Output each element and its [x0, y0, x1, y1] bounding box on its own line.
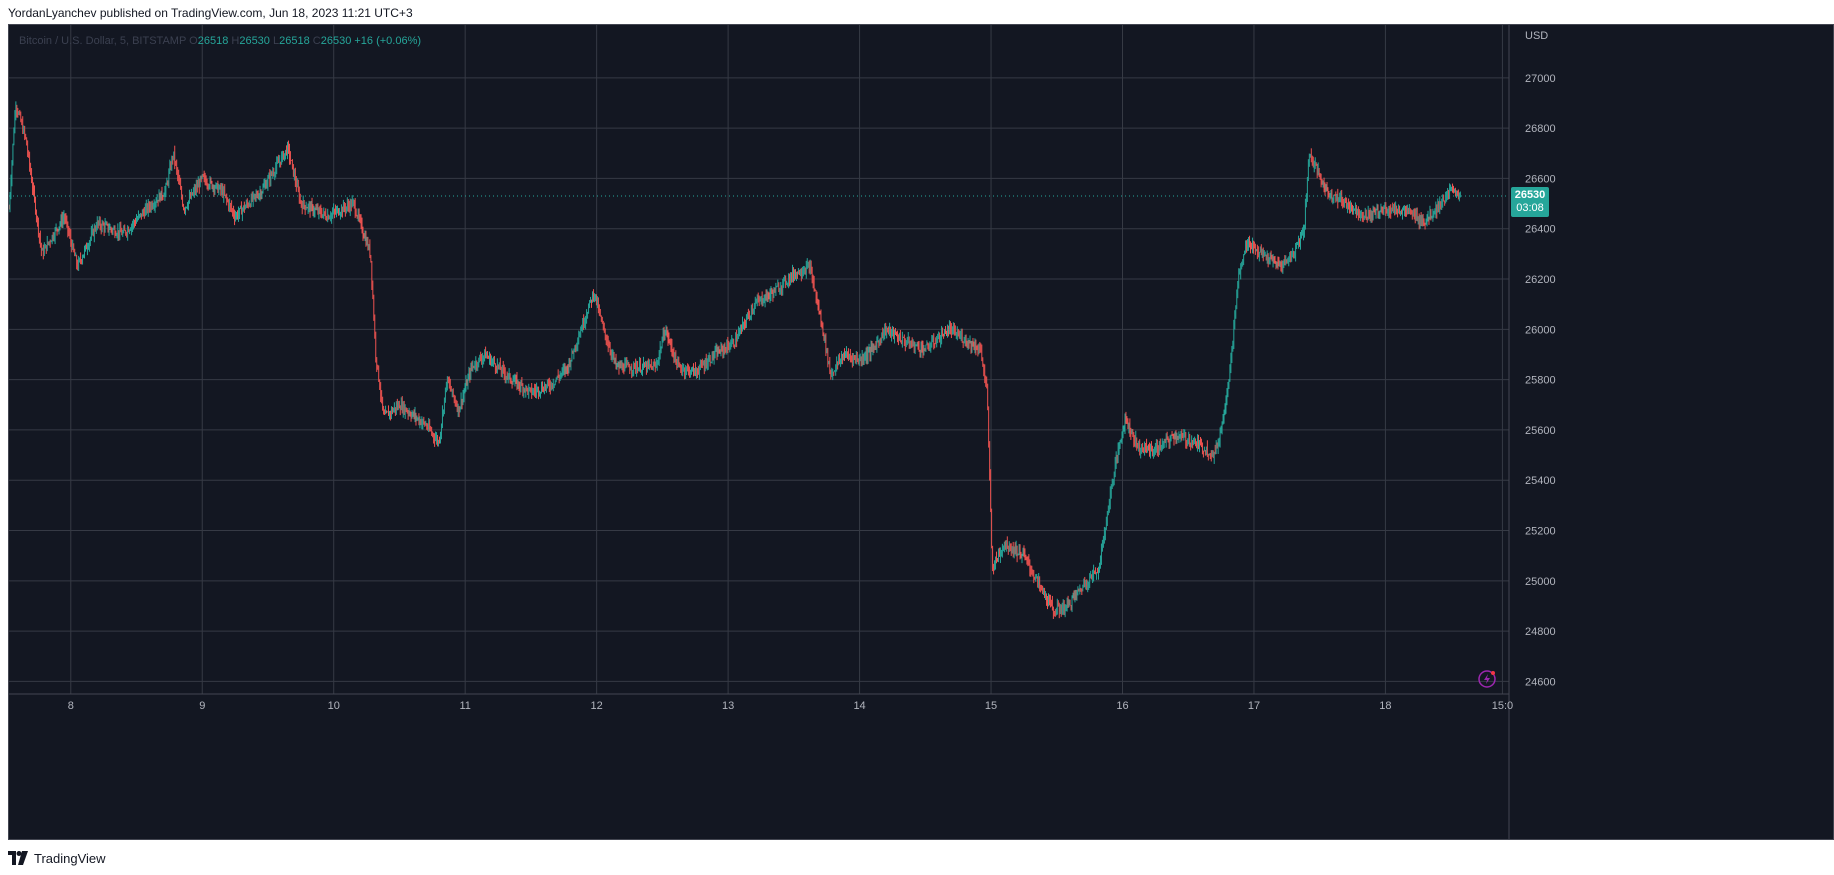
time-axis[interactable]: 8 9 10 11 12 13 14 15 16 17 18 15:0 — [68, 700, 1513, 712]
last-price-value: 26530 — [1515, 189, 1546, 201]
legend-close-label: C — [312, 35, 321, 47]
grid-lines — [9, 25, 1509, 694]
legend-low-label: L — [272, 35, 280, 47]
price-tick-label: 25600 — [1525, 425, 1556, 437]
candlestick-chart[interactable]: USD 270002680026600264002620026000258002… — [8, 25, 1833, 839]
legend-high-value: 26530 — [239, 35, 270, 47]
time-tick-label: 18 — [1379, 700, 1391, 712]
legend-close-value: 26530 — [320, 35, 352, 47]
price-tick-label: 27000 — [1525, 73, 1556, 85]
bar-countdown: 03:08 — [1516, 202, 1544, 214]
publish-header: YordanLyanchev published on TradingView.… — [8, 6, 413, 20]
price-tick-label: 26200 — [1525, 274, 1556, 286]
price-tick-label: 26600 — [1525, 173, 1556, 185]
time-tick-label: 9 — [199, 700, 205, 712]
chart-panel[interactable]: USD 27000 26800 26600 26400 26200 26000 25800 2… — [8, 24, 1834, 840]
currency-label: USD — [1525, 30, 1548, 42]
price-tick-label: 26800 — [1525, 123, 1556, 135]
lightning-icon[interactable] — [1478, 670, 1496, 688]
chart-legend: Bitcoin / U.S. Dollar, 5, BITSTAMP O2651… — [19, 35, 421, 47]
time-tick-label: 8 — [68, 700, 74, 712]
legend-open-label: O — [189, 35, 198, 47]
time-tick-label: 13 — [722, 700, 734, 712]
legend-open-value: 26518 — [197, 35, 229, 47]
price-tick-label: 25400 — [1525, 475, 1556, 487]
price-tick-label: 24600 — [1525, 676, 1556, 688]
time-tick-label: 11 — [459, 700, 470, 712]
time-tick-label: 16 — [1116, 700, 1128, 712]
time-tick-label: 14 — [853, 700, 865, 712]
footer: TradingView — [8, 848, 106, 868]
time-tick-label: 12 — [591, 700, 603, 712]
last-price-tag-background — [1511, 187, 1549, 218]
price-tick-label: 26000 — [1525, 324, 1556, 336]
chart-background — [9, 25, 1833, 839]
legend-symbol[interactable]: Bitcoin / U.S. Dollar, 5, BITSTAMP — [19, 35, 187, 47]
time-tick-label: 10 — [328, 700, 340, 712]
legend-high-label: H — [231, 35, 240, 47]
price-tick-label: 24800 — [1525, 626, 1556, 638]
footer-brand[interactable]: TradingView — [34, 850, 106, 866]
time-tick-label: 17 — [1248, 700, 1260, 712]
tradingview-logo-icon[interactable] — [8, 851, 28, 865]
price-tick-label: 26400 — [1525, 224, 1556, 236]
legend-low-value: 26518 — [279, 35, 310, 47]
last-price-tag: 26530 03:08 — [1511, 187, 1549, 218]
price-tick-label: 25800 — [1525, 375, 1556, 387]
price-tick-label: 25000 — [1525, 576, 1556, 588]
time-tick-label: 15:0 — [1492, 700, 1513, 712]
candles — [8, 101, 1461, 619]
price-axis[interactable]: 27000 26800 26600 26400 26200 26000 25800 25600… — [1525, 73, 1556, 689]
legend-change: +16 (+0.06%) — [354, 35, 422, 47]
price-tick-label: 25200 — [1525, 526, 1556, 538]
time-tick-label: 15 — [985, 700, 997, 712]
